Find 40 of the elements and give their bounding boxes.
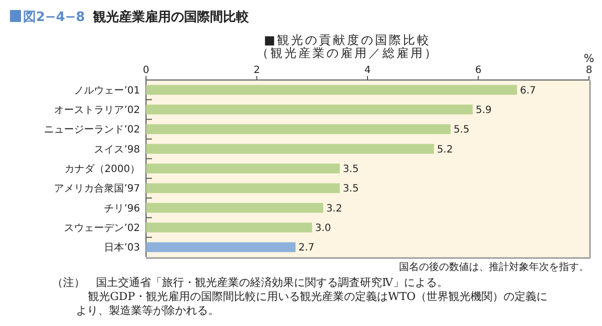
bar	[146, 164, 340, 174]
y-tick-label: アメリカ合衆国’97	[54, 182, 140, 195]
chart-title: 図2−4−8 観光産業雇用の国際間比較	[23, 9, 250, 25]
y-tick-label: カナダ（2000）	[64, 163, 140, 175]
x-tick-label: 8	[586, 65, 592, 76]
x-tick-label: 4	[364, 65, 371, 76]
bar	[146, 124, 451, 134]
x-axis-title: %	[584, 52, 594, 65]
data-label: 5.5	[454, 124, 470, 136]
bar	[146, 183, 340, 194]
text: より、製造業等が除かれる。	[76, 304, 219, 317]
data-label: 3.2	[326, 203, 342, 214]
y-tick-label: ノルウェー’01	[74, 85, 140, 96]
text: （注） 国土交通省「旅行・観光産業の経済効果に関する調査研究Ⅳ」による。	[52, 276, 448, 289]
text: 国名の後の数値は、推計対象年次を指す。	[399, 261, 589, 273]
data-label: 2.7	[298, 242, 314, 254]
bar	[146, 144, 434, 154]
text: 観光GDP・観光雇用の国際間比較に用いる観光産業の定義はWTO（世界観光機関）の定義に	[88, 290, 548, 303]
x-tick-label: 6	[475, 65, 482, 76]
bar	[146, 202, 324, 213]
data-label: 5.2	[436, 144, 453, 156]
y-tick-label: 日本’03	[104, 242, 140, 254]
data-label: 6.7	[520, 85, 536, 96]
chart-subtitle: ■観光の貢献度の国際比較	[264, 33, 432, 47]
data-label: 3.5	[342, 184, 359, 195]
y-tick-label: オーストラリア’02	[54, 105, 140, 116]
y-tick-label: ニュージーランド’02	[44, 124, 140, 136]
data-label: 3.0	[315, 223, 332, 234]
text: （観光産業の雇用／総雇用）	[256, 46, 438, 60]
y-tick-label: スイス’98	[94, 144, 140, 156]
y-tick-label: チリ’96	[104, 203, 140, 214]
y-tick-label: スウェーデン’02	[64, 223, 140, 234]
data-label: 5.9	[476, 105, 492, 116]
data-label: 3.5	[342, 164, 359, 175]
bar	[146, 84, 518, 95]
x-tick-label: 0	[142, 65, 150, 76]
bar	[146, 242, 296, 252]
x-tick-label: 2	[254, 65, 260, 76]
bar	[146, 222, 312, 232]
bar	[146, 104, 473, 114]
